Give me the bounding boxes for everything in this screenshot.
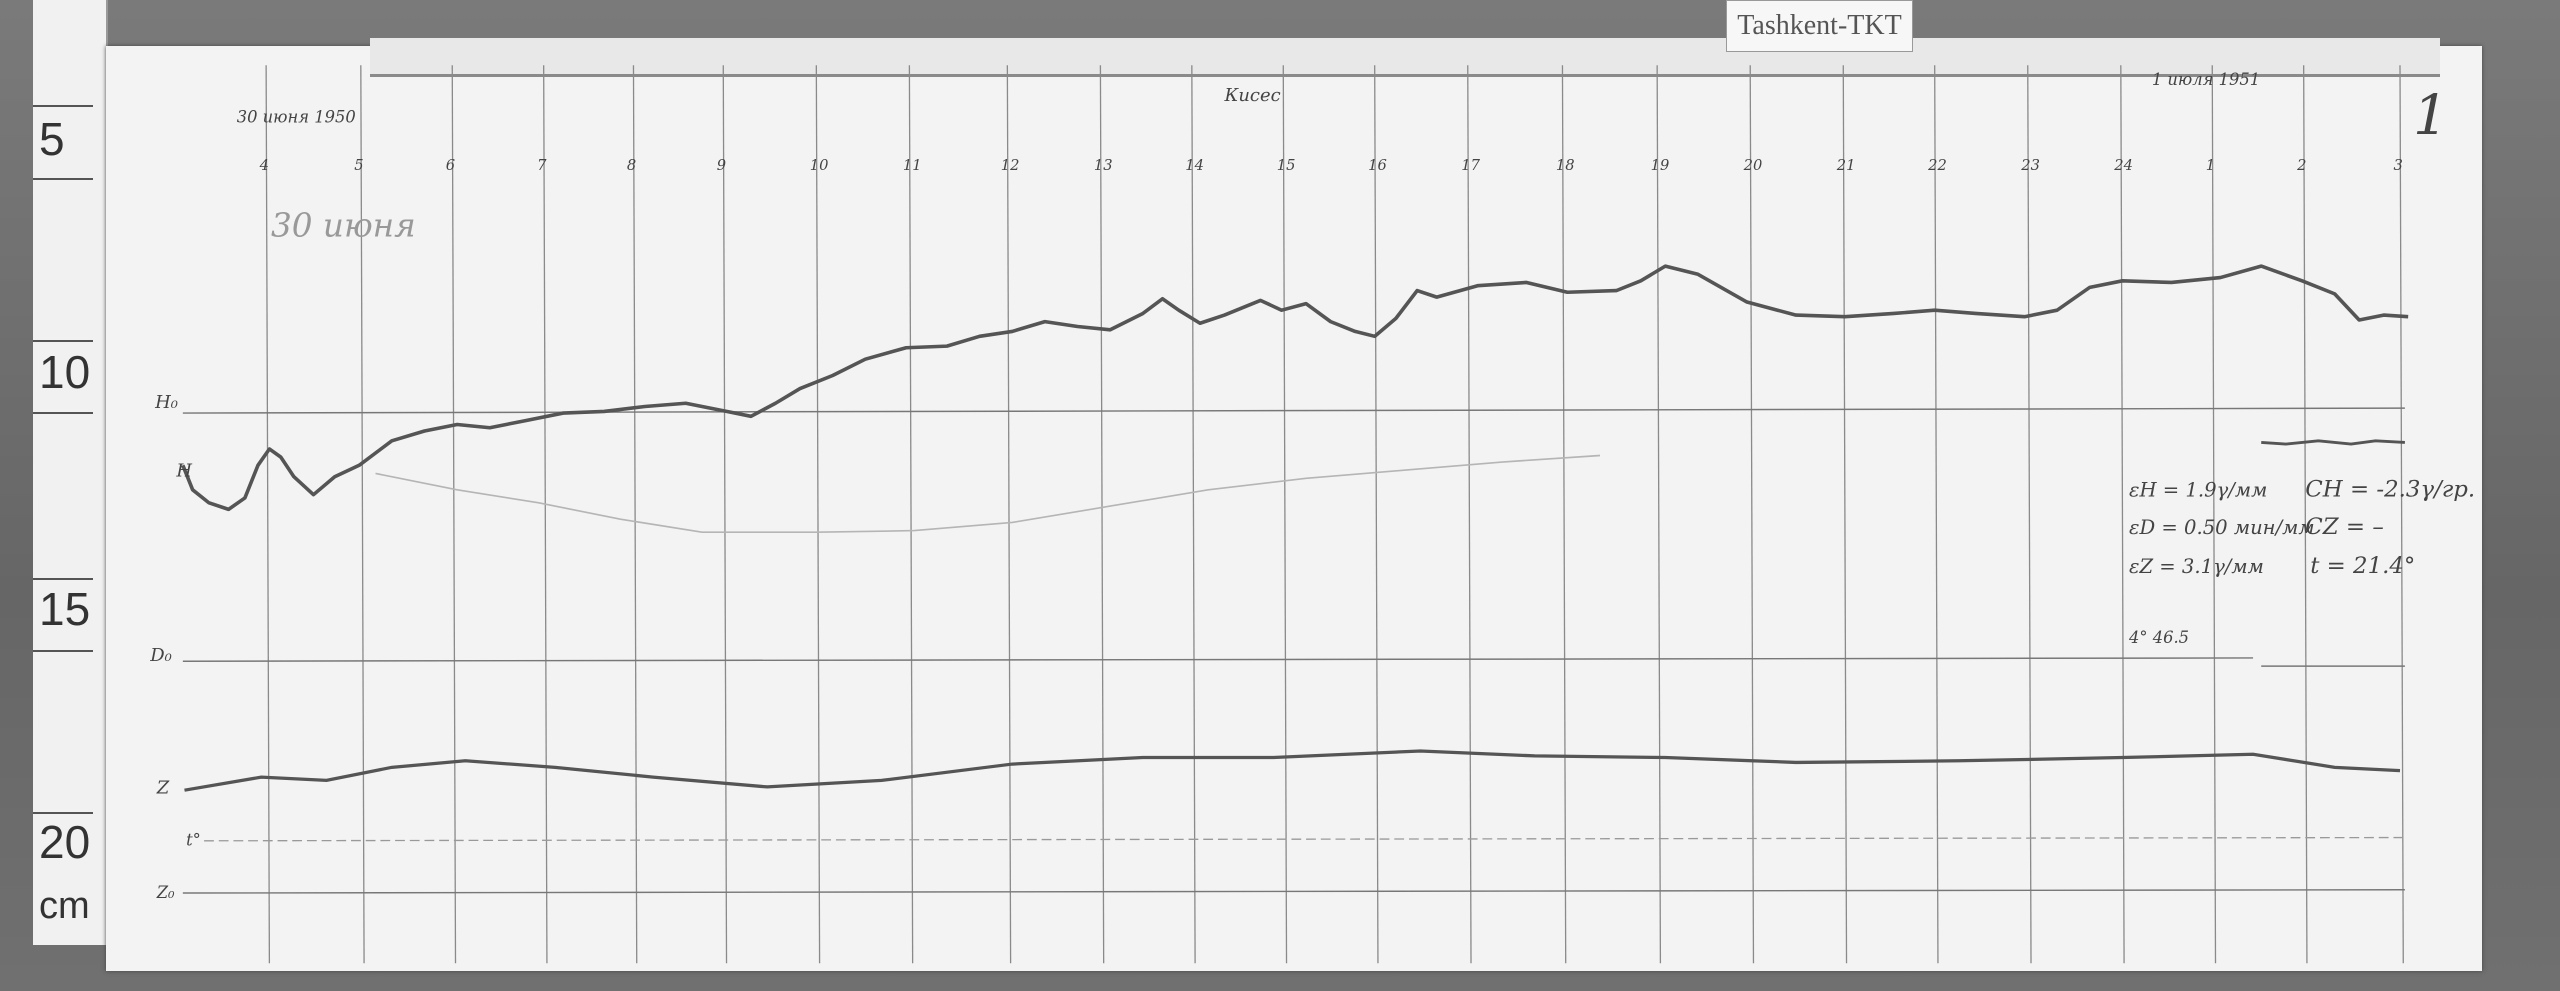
hour-label: 7 [537, 157, 547, 174]
label-z0: Z₀ [156, 883, 175, 902]
label-z: Z [156, 777, 170, 798]
ruler-tick: 10 [39, 346, 91, 398]
hour-label: 14 [1185, 157, 1204, 174]
ruler-tick: 15 [39, 583, 91, 635]
hour-label: 10 [810, 157, 829, 174]
hour-label: 9 [717, 157, 726, 174]
z-trace [184, 749, 2401, 792]
hour-line [2399, 65, 2404, 964]
t-baseline [204, 836, 2405, 842]
const-eps-d: εD = 0.50 мин/мм [2129, 516, 2315, 539]
hour-line [265, 65, 271, 964]
hour-label: 6 [446, 157, 455, 174]
const-eps-h: εH = 1.9γ/мм [2129, 478, 2267, 501]
const-eps-z: εZ = 3.1γ/мм [2129, 555, 2264, 578]
hour-label: 4 [259, 157, 269, 174]
hour-line [2303, 65, 2308, 964]
h-trace [181, 264, 2409, 512]
const-c-h: CH = -2.3γ/гр. [2305, 476, 2475, 502]
hour-line [2027, 65, 2032, 964]
hour-line [1842, 65, 1848, 964]
hour-label: 21 [1836, 157, 1856, 174]
hour-grid [265, 65, 2404, 964]
h-trace-segment [2261, 439, 2405, 446]
d-base-value: 4° 46.5 [2128, 628, 2189, 647]
hour-label: 17 [1461, 157, 1480, 174]
label-t: t° [186, 831, 201, 850]
z-baseline [182, 889, 2405, 894]
hour-label: 20 [1743, 157, 1763, 174]
d-trace [375, 454, 1601, 534]
hour-line [360, 65, 365, 964]
hour-line [1749, 65, 1755, 964]
hour-line [1467, 65, 1472, 964]
hour-label: 8 [627, 157, 636, 174]
station-tag: Tashkent-TKT [1726, 0, 1913, 52]
hour-label: 1 [2206, 157, 2215, 174]
hour-label: 5 [354, 157, 363, 174]
end-date: 1 июля 1951 [2152, 70, 2260, 89]
hour-line [1561, 65, 1567, 964]
hour-label: 12 [1001, 157, 1020, 174]
hour-label: 16 [1368, 157, 1387, 174]
hour-line [1282, 65, 1288, 964]
sheet-number: 1 [2413, 83, 2448, 148]
hour-line [1656, 65, 1662, 964]
hour-line [632, 65, 638, 964]
pencil-note: 30 июня [271, 207, 416, 245]
hour-label: 11 [903, 157, 922, 174]
signature: Кисес [1223, 85, 1280, 106]
ruler-tick: 20 [39, 816, 91, 868]
h-baseline [182, 407, 2405, 414]
hour-label: 15 [1277, 157, 1296, 174]
hour-line [543, 65, 548, 964]
label-h0: H₀ [154, 392, 178, 413]
hour-label: 24 [2113, 157, 2133, 174]
hour-label: 22 [1927, 157, 1947, 174]
hour-line [1191, 65, 1196, 964]
ruler-tick: 5 [39, 113, 65, 165]
label-h: H [175, 461, 192, 482]
ruler-unit: cm [39, 885, 90, 927]
hour-line [451, 65, 457, 964]
ruler: 5 10 15 20 cm [33, 0, 108, 945]
hour-line [815, 65, 821, 964]
hour-line [1099, 65, 1105, 964]
const-c-z: CZ = – [2305, 514, 2383, 540]
magnetogram-sheet [106, 46, 2482, 971]
hour-label: 19 [1651, 157, 1670, 174]
const-t: t = 21.4° [2310, 553, 2415, 579]
hour-line [1374, 65, 1379, 964]
hour-label: 13 [1094, 157, 1113, 174]
start-date: 30 июня 1950 [237, 107, 356, 126]
hour-line [722, 65, 728, 964]
d-baseline [182, 657, 2254, 662]
hour-line [1006, 65, 1012, 964]
hour-label: 23 [2020, 157, 2040, 174]
hour-label: 3 [2393, 157, 2402, 174]
hour-line [2120, 65, 2125, 964]
hour-line [908, 65, 914, 964]
label-d0: D₀ [149, 645, 172, 666]
hour-label: 2 [2296, 157, 2306, 174]
time-strip [370, 38, 2440, 77]
hour-labels: 4 5 6 7 8 9 10 11 12 13 14 15 16 17 18 19 20 21 22 23 24 1 2 3 [259, 157, 2403, 174]
hour-line [2211, 65, 2217, 964]
hour-line [1934, 65, 1939, 964]
hour-label: 18 [1556, 157, 1575, 174]
